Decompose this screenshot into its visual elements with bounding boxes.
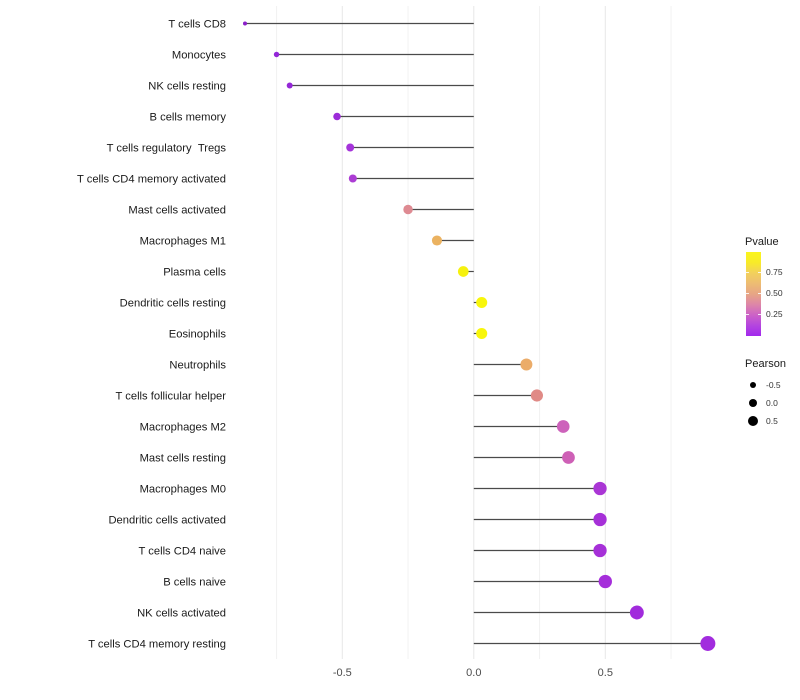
colorbar-tick-mark	[758, 272, 761, 273]
pearson-key-00: 0.0	[747, 394, 778, 412]
category-label: T cells CD4 memory resting	[88, 639, 226, 651]
category-label: Plasma cells	[163, 267, 226, 279]
pvalue-legend-title: Pvalue	[745, 236, 779, 248]
lollipop-dot	[520, 358, 533, 371]
pearson-key-label: 0.5	[766, 416, 778, 426]
pearson-size-dot-large	[748, 416, 758, 426]
colorbar-tick-mark	[746, 272, 749, 273]
category-label: Macrophages M2	[140, 422, 226, 434]
lollipop-dot	[593, 481, 607, 496]
x-tick-label: 0.0	[466, 667, 481, 679]
colorbar-tick-mark	[746, 293, 749, 294]
lollipop-dot	[346, 143, 355, 152]
pearson-key-05: 0.5	[747, 412, 778, 430]
lollipop-dot	[457, 266, 469, 277]
category-label: Dendritic cells resting	[120, 298, 226, 310]
lollipop-dot	[273, 51, 280, 58]
pvalue-colorbar	[746, 252, 761, 336]
lollipop-dot	[333, 112, 341, 121]
x-tick-label: -0.5	[333, 667, 352, 679]
category-label: T cells regulatory Tregs	[107, 143, 227, 155]
lollipop-dot	[476, 296, 488, 309]
colorbar-tick-mark	[758, 293, 761, 294]
category-label: Macrophages M1	[140, 236, 226, 248]
category-label: T cells CD8	[168, 19, 226, 31]
category-label: T cells CD4 memory activated	[77, 174, 226, 186]
lollipop-dot	[562, 451, 575, 464]
category-label: Dendritic cells activated	[108, 515, 226, 527]
colorbar-tick-mark	[758, 314, 761, 315]
pearson-legend-title: Pearson	[745, 358, 786, 370]
colorbar-tick-mark	[746, 314, 749, 315]
category-label: Eosinophils	[169, 329, 227, 341]
lollipop-dot	[348, 174, 357, 183]
pearson-size-dot-small	[750, 382, 756, 388]
legend-panel: Pvalue 0.75 0.50 0.25 Pearson -0.5 0.0 0…	[738, 0, 800, 700]
lollipop-dot	[530, 389, 543, 402]
lollipop-dot	[431, 235, 443, 246]
lollipop-dot	[700, 636, 716, 651]
category-label: B cells naive	[163, 577, 226, 589]
lollipop-dot	[243, 21, 247, 26]
category-label: Mast cells activated	[128, 205, 226, 217]
category-label: Monocytes	[172, 50, 227, 62]
pvalue-tick-050: 0.50	[766, 288, 783, 298]
pearson-key-label: -0.5	[766, 380, 781, 390]
category-label: T cells CD4 naive	[139, 546, 226, 558]
category-label: Neutrophils	[169, 360, 226, 372]
pvalue-tick-025: 0.25	[766, 309, 783, 319]
category-label: Mast cells resting	[140, 453, 226, 465]
lollipop-dot	[629, 605, 644, 620]
pearson-key-label: 0.0	[766, 398, 778, 408]
category-label: B cells memory	[150, 112, 227, 124]
lollipop-dot	[556, 420, 570, 433]
x-tick-label: 0.5	[598, 667, 613, 679]
category-label: T cells follicular helper	[116, 391, 227, 403]
category-label: NK cells activated	[137, 608, 226, 620]
lollipop-dot	[403, 204, 413, 215]
lollipop-dot	[598, 574, 612, 589]
lollipop-dot	[476, 327, 488, 340]
category-label: Macrophages M0	[140, 484, 226, 496]
pearson-key-neg05: -0.5	[747, 376, 781, 394]
lollipop-dot	[286, 82, 293, 89]
pearson-size-dot-medium	[749, 399, 757, 407]
lollipop-dot	[593, 512, 607, 527]
pvalue-tick-075: 0.75	[766, 267, 783, 277]
lollipop-dot	[593, 543, 607, 558]
category-label: NK cells resting	[148, 81, 226, 93]
